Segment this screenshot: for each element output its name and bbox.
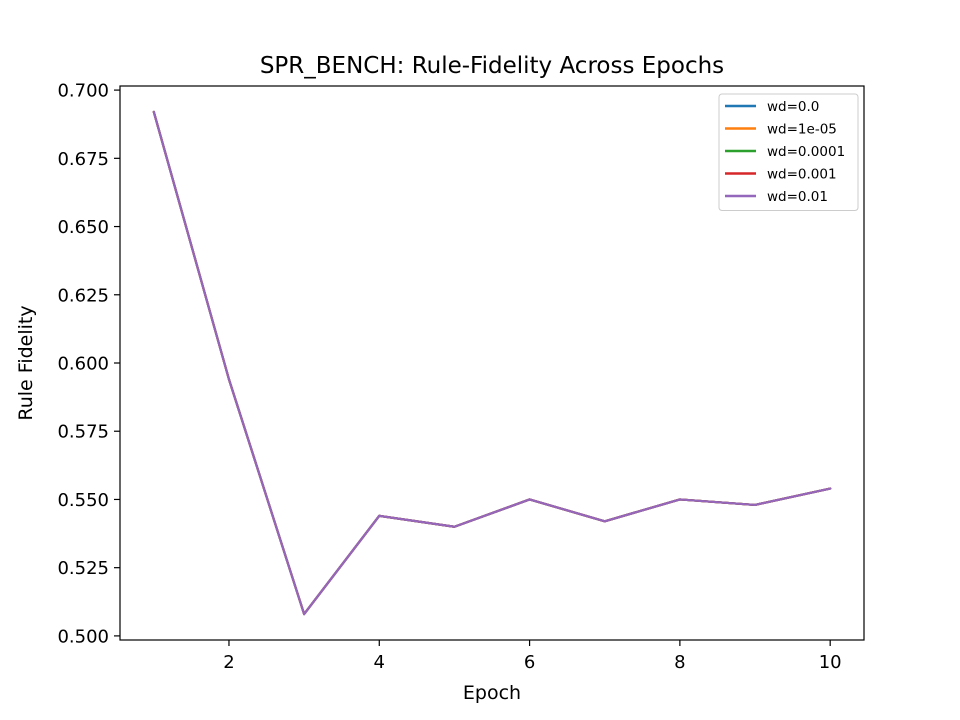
x-axis: 2 4 6 8 10 [223,640,842,673]
y-axis-title: Rule Fidelity [15,305,37,420]
x-axis-title: Epoch [463,682,521,704]
legend: wd=0.0 wd=1e-05 wd=0.0001 wd=0.001 wd=0.01 [718,93,859,211]
x-tick-label: 2 [223,652,234,673]
y-tick-label: 0.500 [57,626,109,647]
y-tick-label: 0.550 [57,490,109,511]
series-line-4 [152,110,832,616]
y-tick-label: 0.575 [57,422,109,443]
y-tick-label: 0.675 [57,149,109,170]
legend-box [718,93,859,211]
legend-label-1: wd=1e-05 [767,122,837,138]
y-tick-label: 0.700 [57,81,109,102]
chart-title: SPR_BENCH: Rule-Fidelity Across Epochs [260,53,724,79]
y-axis: 0.500 0.525 0.550 0.575 0.600 0.625 0.650 0.675… [57,81,120,647]
legend-label-4: wd=0.01 [767,189,828,205]
x-tick-label: 6 [524,652,535,673]
x-tick-label: 4 [374,652,385,673]
y-tick-label: 0.600 [57,354,109,375]
x-tick-label: 10 [819,652,842,673]
legend-label-0: wd=0.0 [767,99,819,115]
x-tick-label: 8 [674,652,685,673]
plot-lines [152,110,832,616]
legend-label-3: wd=0.001 [767,167,837,183]
legend-label-2: wd=0.0001 [767,144,845,160]
y-tick-label: 0.650 [57,217,109,238]
y-tick-label: 0.525 [57,558,109,579]
y-tick-label: 0.625 [57,285,109,306]
